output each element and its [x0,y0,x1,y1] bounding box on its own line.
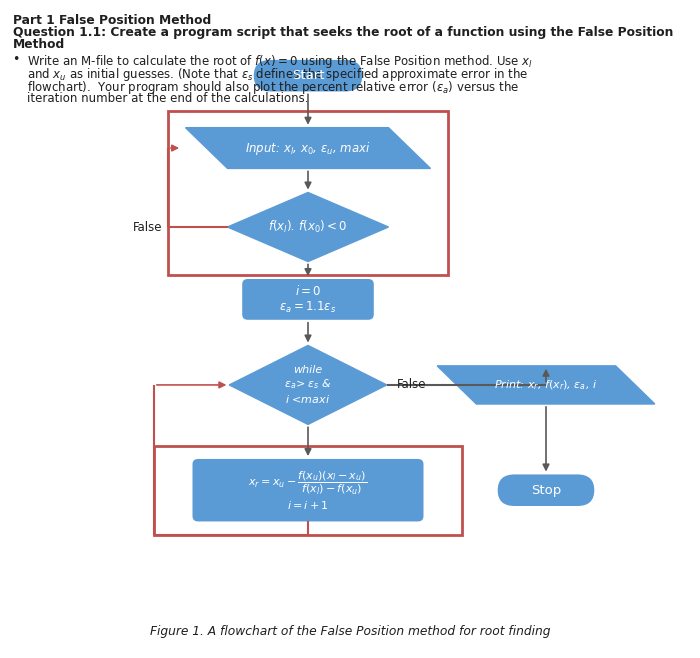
Polygon shape [230,345,386,424]
Polygon shape [186,128,430,168]
Text: False: False [398,378,427,392]
FancyBboxPatch shape [193,459,424,521]
Text: Stop: Stop [531,484,561,497]
Bar [168,111,448,275]
FancyBboxPatch shape [253,60,363,91]
Text: Input: $x_l$, $x_0$, $\varepsilon_u$, maxi: Input: $x_l$, $x_0$, $\varepsilon_u$, ma… [245,139,371,157]
FancyBboxPatch shape [498,474,594,506]
Text: and $x_u$ as initial guesses. (Note that $\varepsilon_s$ defines the specified a: and $x_u$ as initial guesses. (Note that… [27,66,528,83]
Text: $i=0$
$\varepsilon_a=1.1\varepsilon_s$: $i=0$ $\varepsilon_a=1.1\varepsilon_s$ [279,284,337,315]
Text: iteration number at the end of the calculations.: iteration number at the end of the calcu… [27,92,308,105]
FancyBboxPatch shape [242,279,374,320]
Bar [154,446,462,534]
Text: Start: Start [292,69,324,82]
Text: Figure 1. A flowchart of the False Position method for root finding: Figure 1. A flowchart of the False Posit… [150,625,550,638]
Text: •: • [13,53,20,66]
Text: Write an M-file to calculate the root of $f(x) = 0$ using the False Position met: Write an M-file to calculate the root of… [27,53,533,70]
Polygon shape [437,366,655,404]
Text: Print: $x_r$, $f(x_r)$, $\varepsilon_a$, $i$: Print: $x_r$, $f(x_r)$, $\varepsilon_a$,… [494,378,598,392]
Text: Part 1 False Position Method: Part 1 False Position Method [13,14,211,28]
Text: Method: Method [13,38,65,51]
Text: False: False [133,220,162,234]
Text: flowchart).  Your program should also plot the percent relative error ($\varepsi: flowchart). Your program should also plo… [27,79,519,96]
Polygon shape [228,192,388,261]
Text: while
$\varepsilon_a$> $\varepsilon_s$ &
$i$ <maxi: while $\varepsilon_a$> $\varepsilon_s$ &… [284,365,332,405]
Text: Question 1.1: Create a program script that seeks the root of a function using th: Question 1.1: Create a program script th… [13,26,673,39]
Text: $x_r = x_u - \dfrac{f(x_u)(x_l - x_u)}{f(x_l) - f(x_u)}$
$i = i + 1$: $x_r = x_u - \dfrac{f(x_u)(x_l - x_u)}{f… [248,470,368,511]
Text: $f(x_l)$. $f(x_0)<0$: $f(x_l)$. $f(x_0)<0$ [268,219,348,235]
